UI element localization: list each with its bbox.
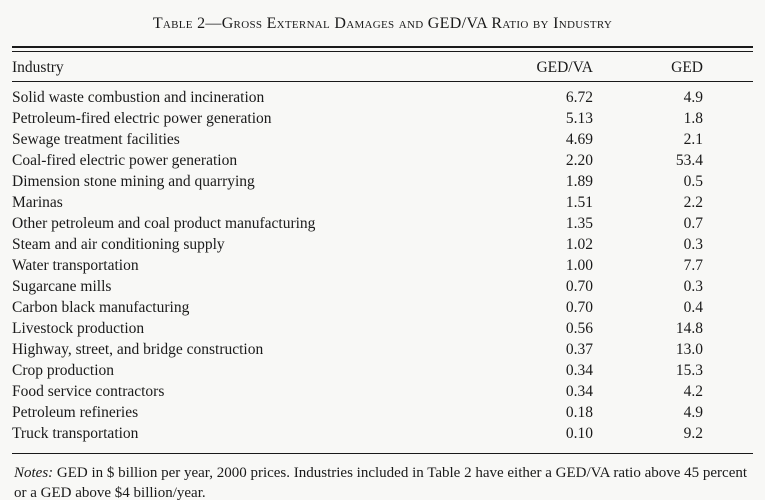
notes-label: Notes: — [14, 465, 54, 481]
bottom-rule — [12, 453, 753, 454]
ged-va-cell: 0.10 — [565, 425, 593, 442]
industry-cell: Petroleum refineries — [12, 404, 139, 421]
table-row: Highway, street, and bridge construction… — [12, 339, 753, 360]
ged-cell: 9.2 — [683, 425, 703, 442]
ged-cell: 0.4 — [683, 299, 703, 316]
industry-cell: Marinas — [12, 194, 63, 211]
table-row: Carbon black manufacturing 0.70 0.4 — [12, 297, 753, 318]
table-row: Petroleum refineries 0.18 4.9 — [12, 402, 753, 423]
ged-va-cell: 5.13 — [565, 110, 593, 127]
ged-cell: 4.2 — [683, 383, 703, 400]
ged-cell: 4.9 — [683, 89, 703, 106]
top-double-rule — [12, 46, 753, 52]
ged-cell: 7.7 — [683, 257, 703, 274]
ged-va-cell: 0.18 — [565, 404, 593, 421]
table-row: Sugarcane mills 0.70 0.3 — [12, 276, 753, 297]
ged-va-cell: 1.00 — [565, 257, 593, 274]
ged-cell: 14.8 — [675, 320, 703, 337]
ged-va-cell: 0.70 — [565, 299, 593, 316]
ged-va-cell: 0.56 — [565, 320, 593, 337]
ged-cell: 0.3 — [683, 278, 703, 295]
notes-text: GED in $ billion per year, 2000 prices. … — [14, 465, 748, 500]
table-row: Marinas 1.51 2.2 — [12, 192, 753, 213]
ged-cell: 0.7 — [683, 215, 703, 232]
ged-va-cell: 1.35 — [565, 215, 593, 232]
industry-cell: Truck transportation — [12, 425, 139, 442]
col-header-ged-va: GED/VA — [536, 59, 593, 76]
ged-va-cell: 0.70 — [565, 278, 593, 295]
industry-cell: Sewage treatment facilities — [12, 131, 180, 148]
table-row: Food service contractors 0.34 4.2 — [12, 381, 753, 402]
industry-cell: Coal-fired electric power generation — [12, 152, 238, 169]
ged-cell: 1.8 — [683, 110, 703, 127]
ged-va-cell: 1.02 — [565, 236, 593, 253]
ged-va-cell: 1.51 — [565, 194, 593, 211]
ged-va-cell: 2.20 — [565, 152, 593, 169]
industry-cell: Water transportation — [12, 257, 139, 274]
industry-cell: Steam and air conditioning supply — [12, 236, 225, 253]
industry-cell: Other petroleum and coal product manufac… — [12, 215, 316, 232]
ged-va-cell: 4.69 — [565, 131, 593, 148]
table-row: Crop production 0.34 15.3 — [12, 360, 753, 381]
table-title: Table 2—Gross External Damages and GED/V… — [152, 15, 613, 32]
ged-va-cell: 1.89 — [565, 173, 593, 190]
table-row: Solid waste combustion and incineration … — [12, 82, 753, 109]
industry-cell: Carbon black manufacturing — [12, 299, 190, 316]
ged-cell: 0.3 — [683, 236, 703, 253]
industry-cell: Crop production — [12, 362, 115, 379]
col-header-ged: GED — [671, 59, 703, 76]
header-row: Industry GED/VA GED — [12, 52, 753, 82]
col-header-industry: Industry — [12, 59, 64, 76]
industry-cell: Petroleum-fired electric power generatio… — [12, 110, 272, 127]
industry-cell: Sugarcane mills — [12, 278, 112, 295]
ged-va-cell: 6.72 — [565, 89, 593, 106]
ged-va-cell: 0.37 — [565, 341, 593, 358]
ged-cell: 15.3 — [675, 362, 703, 379]
table-row: Water transportation 1.00 7.7 — [12, 255, 753, 276]
damages-table: Industry GED/VA GED Solid waste combusti… — [12, 52, 753, 453]
industry-cell: Food service contractors — [12, 383, 165, 400]
ged-cell: 4.9 — [683, 404, 703, 421]
table-row: Livestock production 0.56 14.8 — [12, 318, 753, 339]
ged-va-cell: 0.34 — [565, 383, 593, 400]
table-row: Petroleum-fired electric power generatio… — [12, 108, 753, 129]
ged-va-cell: 0.34 — [565, 362, 593, 379]
table-row: Truck transportation 0.10 9.2 — [12, 423, 753, 453]
ged-cell: 13.0 — [675, 341, 703, 358]
industry-cell: Highway, street, and bridge construction — [12, 341, 264, 358]
table-row: Dimension stone mining and quarrying 1.8… — [12, 171, 753, 192]
table-row: Sewage treatment facilities 4.69 2.1 — [12, 129, 753, 150]
ged-cell: 2.1 — [683, 131, 703, 148]
ged-cell: 2.2 — [683, 194, 703, 211]
industry-cell: Dimension stone mining and quarrying — [12, 173, 255, 190]
table-row: Coal-fired electric power generation 2.2… — [12, 150, 753, 171]
table-notes: Notes: GED in $ billion per year, 2000 p… — [14, 464, 751, 500]
ged-cell: 53.4 — [675, 152, 703, 169]
table-row: Steam and air conditioning supply 1.02 0… — [12, 234, 753, 255]
industry-cell: Solid waste combustion and incineration — [12, 89, 265, 106]
industry-cell: Livestock production — [12, 320, 145, 337]
ged-cell: 0.5 — [683, 173, 703, 190]
table-row: Other petroleum and coal product manufac… — [12, 213, 753, 234]
